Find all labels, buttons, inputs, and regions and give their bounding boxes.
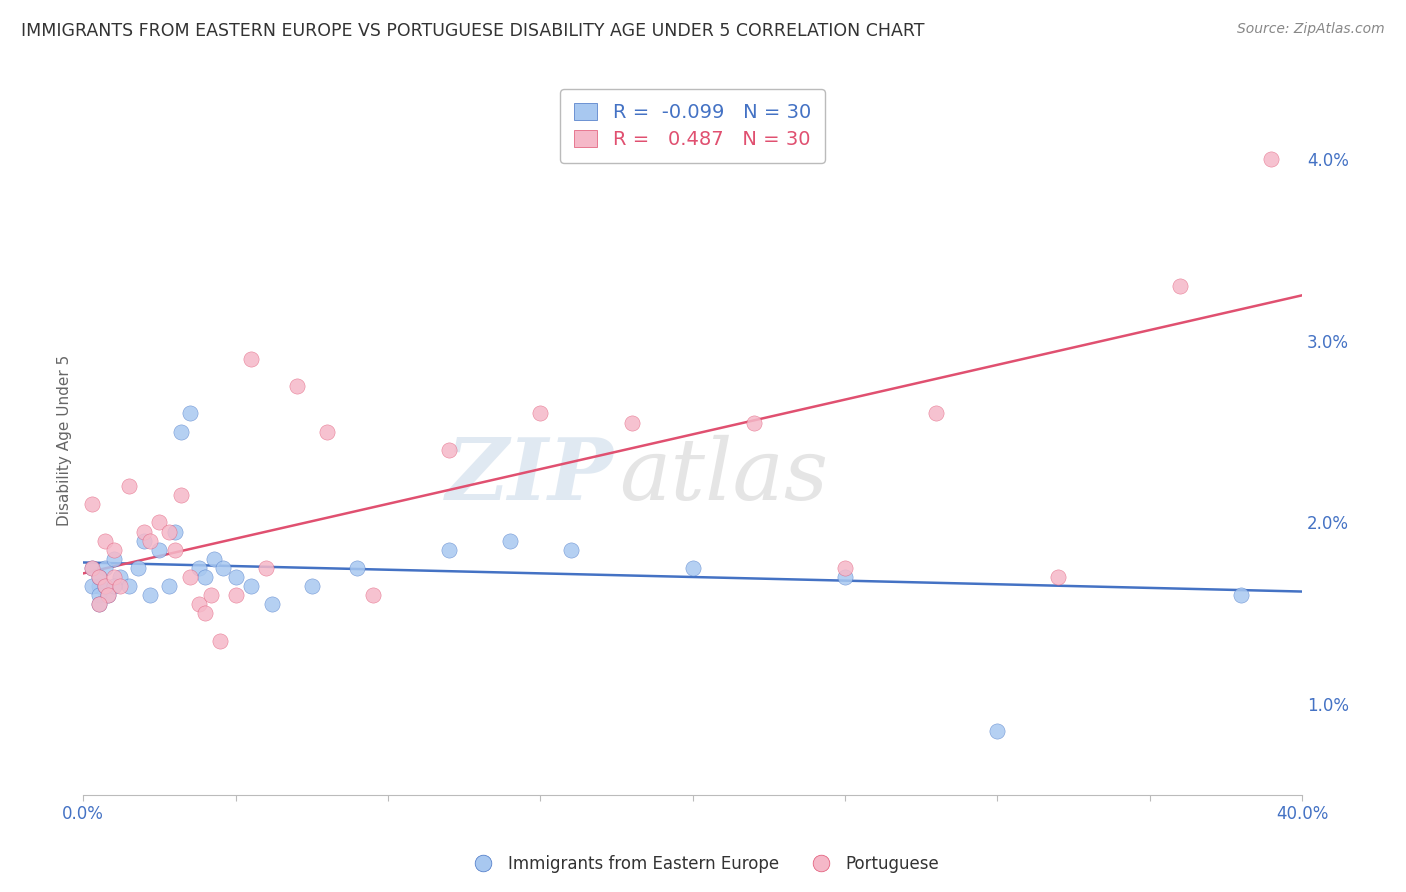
Point — [157, 524, 180, 539]
Point — [170, 425, 193, 439]
Point — [620, 416, 643, 430]
Point — [529, 407, 551, 421]
Point — [103, 579, 125, 593]
Point — [87, 597, 110, 611]
Point — [1260, 152, 1282, 166]
Point — [346, 561, 368, 575]
Point — [118, 579, 141, 593]
Point — [194, 607, 217, 621]
Point — [301, 579, 323, 593]
Point — [742, 416, 765, 430]
Point — [108, 579, 131, 593]
Point — [316, 425, 339, 439]
Point — [262, 597, 284, 611]
Point — [127, 561, 149, 575]
Point — [87, 597, 110, 611]
Point — [560, 542, 582, 557]
Point — [82, 579, 104, 593]
Point — [163, 524, 186, 539]
Point — [225, 588, 247, 602]
Point — [103, 570, 125, 584]
Point — [834, 570, 856, 584]
Point — [134, 533, 156, 548]
Point — [93, 533, 115, 548]
Point — [97, 588, 120, 602]
Legend: Immigrants from Eastern Europe, Portuguese: Immigrants from Eastern Europe, Portugue… — [460, 848, 946, 880]
Point — [87, 579, 110, 593]
Point — [209, 633, 232, 648]
Point — [179, 570, 201, 584]
Point — [437, 442, 460, 457]
Point — [200, 588, 222, 602]
Point — [82, 561, 104, 575]
Point — [239, 351, 262, 366]
Point — [925, 407, 948, 421]
Legend: R =  -0.099   N = 30, R =   0.487   N = 30: R = -0.099 N = 30, R = 0.487 N = 30 — [561, 89, 825, 162]
Point — [118, 479, 141, 493]
Point — [93, 561, 115, 575]
Text: atlas: atlas — [620, 434, 828, 517]
Point — [157, 579, 180, 593]
Point — [1230, 588, 1253, 602]
Point — [87, 588, 110, 602]
Text: Source: ZipAtlas.com: Source: ZipAtlas.com — [1237, 22, 1385, 37]
Point — [254, 561, 277, 575]
Point — [97, 588, 120, 602]
Point — [834, 561, 856, 575]
Point — [163, 542, 186, 557]
Point — [239, 579, 262, 593]
Point — [682, 561, 704, 575]
Point — [225, 570, 247, 584]
Y-axis label: Disability Age Under 5: Disability Age Under 5 — [58, 355, 72, 526]
Point — [202, 551, 225, 566]
Point — [87, 570, 110, 584]
Point — [499, 533, 522, 548]
Point — [134, 524, 156, 539]
Point — [93, 579, 115, 593]
Point — [148, 542, 170, 557]
Point — [361, 588, 384, 602]
Point — [139, 533, 162, 548]
Text: IMMIGRANTS FROM EASTERN EUROPE VS PORTUGUESE DISABILITY AGE UNDER 5 CORRELATION : IMMIGRANTS FROM EASTERN EUROPE VS PORTUG… — [21, 22, 925, 40]
Point — [194, 570, 217, 584]
Point — [179, 407, 201, 421]
Point — [148, 516, 170, 530]
Point — [188, 561, 211, 575]
Point — [139, 588, 162, 602]
Point — [212, 561, 235, 575]
Point — [1168, 279, 1191, 293]
Point — [108, 570, 131, 584]
Point — [87, 570, 110, 584]
Point — [437, 542, 460, 557]
Point — [1047, 570, 1070, 584]
Point — [188, 597, 211, 611]
Point — [986, 724, 1008, 739]
Text: ZIP: ZIP — [446, 434, 613, 518]
Point — [93, 579, 115, 593]
Point — [82, 561, 104, 575]
Point — [82, 497, 104, 511]
Point — [170, 488, 193, 502]
Point — [285, 379, 308, 393]
Point — [103, 542, 125, 557]
Point — [103, 551, 125, 566]
